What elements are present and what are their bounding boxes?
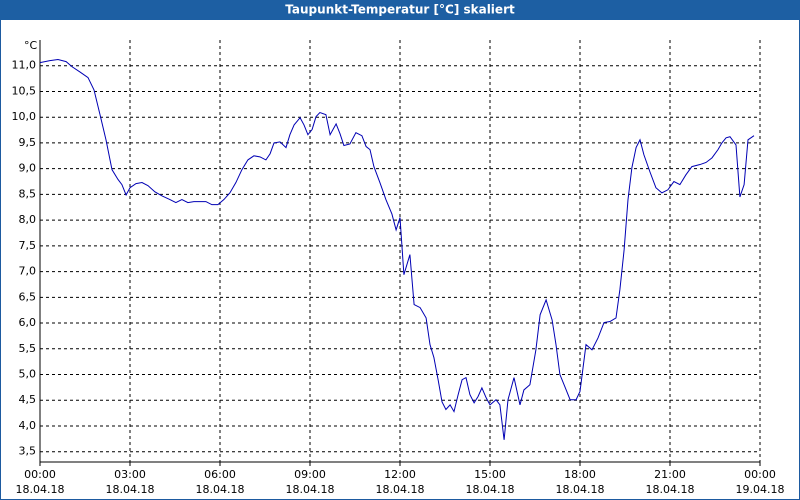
x-tick-label: 21:00: [654, 468, 686, 481]
y-tick-label: 8,5: [19, 187, 37, 200]
y-unit: °C: [24, 39, 38, 52]
x-tick-label: 00:00: [744, 468, 776, 481]
y-tick-label: 8,0: [19, 213, 37, 226]
x-tick-label: 12:00: [384, 468, 416, 481]
y-tick-label: 9,5: [19, 136, 37, 149]
y-tick-label: 3,5: [19, 445, 37, 458]
data-line: [39, 59, 755, 440]
y-tick-label: 6,5: [19, 290, 37, 303]
x-tick-date: 18.04.18: [556, 483, 605, 496]
title-bar: [0, 0, 800, 20]
y-tick-label: 10,0: [12, 110, 37, 123]
x-tick-label: 06:00: [204, 468, 236, 481]
x-tick-date: 18.04.18: [196, 483, 245, 496]
x-tick-label: 00:00: [24, 468, 56, 481]
chart-title: Taupunkt-Temperatur [°C] skaliert: [285, 3, 515, 17]
y-tick-label: 5,5: [19, 342, 37, 355]
x-tick-date: 18.04.18: [286, 483, 335, 496]
x-tick-date: 18.04.18: [16, 483, 65, 496]
y-tick-label: 10,5: [12, 84, 37, 97]
x-tick-date: 18.04.18: [646, 483, 695, 496]
x-tick-date: 18.04.18: [106, 483, 155, 496]
x-tick-date: 18.04.18: [466, 483, 515, 496]
y-tick-label: 4,0: [19, 419, 37, 432]
x-tick-label: 03:00: [114, 468, 146, 481]
y-tick-label: 9,0: [19, 162, 37, 175]
y-tick-label: 6,0: [19, 316, 37, 329]
x-tick-date: 19.04.18: [736, 483, 785, 496]
y-tick-label: 5,0: [19, 368, 37, 381]
y-tick-label: 7,5: [19, 239, 37, 252]
x-tick-date: 18.04.18: [376, 483, 425, 496]
x-tick-label: 09:00: [294, 468, 326, 481]
y-tick-label: 11,0: [12, 59, 37, 72]
y-tick-label: 7,0: [19, 265, 37, 278]
x-tick-label: 18:00: [564, 468, 596, 481]
x-tick-label: 15:00: [474, 468, 506, 481]
y-tick-label: 4,5: [19, 393, 37, 406]
